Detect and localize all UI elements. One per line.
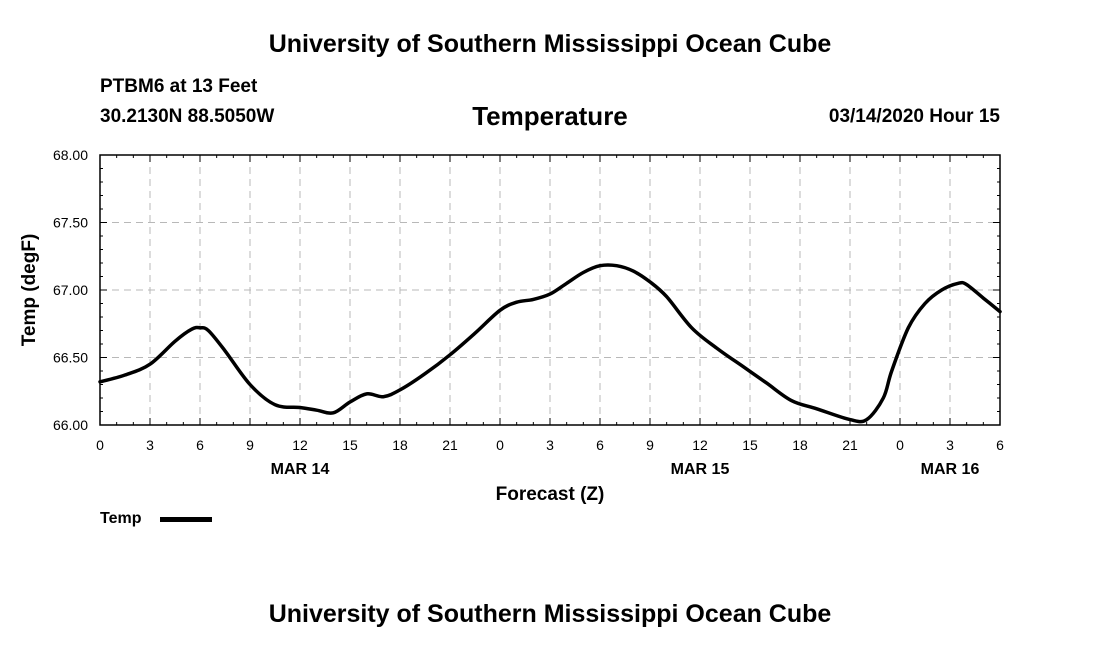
station-label: PTBM6 at 13 Feet [100, 76, 258, 97]
chart-title: Temperature [472, 101, 628, 131]
legend-swatch [160, 517, 212, 522]
x-tick-label: 6 [196, 437, 204, 453]
plot-frame [99, 154, 1001, 426]
top-title: University of Southern Mississippi Ocean… [268, 30, 832, 58]
date-label: MAR 14 [271, 461, 330, 478]
x-tick-label: 21 [842, 437, 858, 453]
y-axis-label: Temp (degF) [19, 234, 40, 347]
date-label: MAR 15 [671, 461, 730, 478]
x-tick-label: 9 [246, 437, 254, 453]
y-tick-label: 66.50 [53, 350, 88, 366]
x-tick-label: 0 [496, 437, 504, 453]
coordinates-label: 30.2130N 88.5050W [100, 106, 275, 127]
x-tick-label: 18 [392, 437, 408, 453]
bottom-title: University of Southern Mississippi Ocean… [268, 600, 832, 628]
x-tick-label: 0 [896, 437, 904, 453]
x-tick-label: 6 [596, 437, 604, 453]
tick-labels: 0 3 6 9 12 15 18 21 0 3 6 9 12 15 18 21 0 3 6 MAR 14 MAR 15 M… [53, 147, 1004, 478]
x-tick-label: 18 [792, 437, 808, 453]
y-tick-label: 68.00 [53, 147, 88, 163]
x-tick-label: 12 [692, 437, 708, 453]
x-tick-label: 15 [342, 437, 358, 453]
x-tick-label: 0 [96, 437, 104, 453]
grid [100, 155, 1000, 425]
x-tick-label: 9 [646, 437, 654, 453]
y-tick-label: 66.00 [53, 417, 88, 433]
y-tick-label: 67.50 [53, 215, 88, 231]
x-tick-label: 21 [442, 437, 458, 453]
x-tick-label: 3 [146, 437, 154, 453]
x-tick-label: 3 [546, 437, 554, 453]
y-tick-label: 67.00 [53, 282, 88, 298]
x-tick-label: 6 [996, 437, 1004, 453]
forecast-datetime: 03/14/2020 Hour 15 [828, 106, 1000, 127]
x-axis-label: Forecast (Z) [496, 484, 605, 505]
date-label: MAR 16 [921, 461, 980, 478]
x-tick-label: 3 [946, 437, 954, 453]
temp-series-line [98, 263, 1002, 424]
legend-label: Temp [100, 510, 142, 527]
x-tick-label: 15 [742, 437, 758, 453]
x-tick-label: 12 [292, 437, 308, 453]
